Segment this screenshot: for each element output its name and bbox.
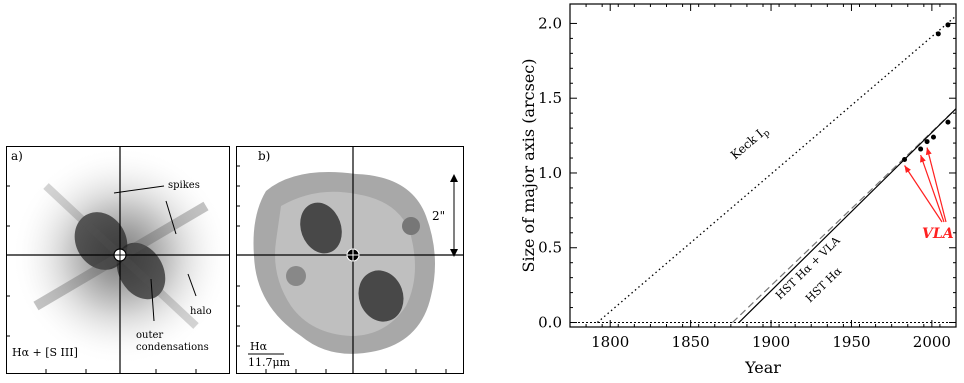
y-tick-label: 1.0 xyxy=(538,164,562,182)
panel-b-label: b) xyxy=(258,149,270,163)
y-tick-label: 1.5 xyxy=(538,89,562,107)
vla-arrowhead xyxy=(904,165,911,174)
annotation-condensations: condensations xyxy=(136,342,209,353)
size-vs-year-chart: 1800 1850 1900 1950 2000 0.0 0.5 1.0 1.5 2.0 Year S… xyxy=(510,0,964,379)
annotation-outer: outer xyxy=(136,330,163,341)
data-point xyxy=(902,157,908,163)
x-tick-label: 1900 xyxy=(752,333,790,351)
x-tick-label: 2000 xyxy=(913,333,951,351)
data-point xyxy=(935,31,941,37)
series-line-1 xyxy=(732,108,957,323)
data-point xyxy=(924,139,930,145)
x-tick-label: 1800 xyxy=(591,333,629,351)
y-tick-label: 2.0 xyxy=(538,14,562,32)
panel-b-image: 2" b) Hα 11.7μm xyxy=(236,146,464,374)
y-tick-label: 0.5 xyxy=(538,239,562,257)
vla-arrowhead xyxy=(925,147,932,156)
panel-b-caption-line1: Hα xyxy=(250,340,268,353)
panel-b-caption-line2: 11.7μm xyxy=(248,356,291,369)
panel-a-image: a) spikes halo outer condensations Hα + … xyxy=(6,146,231,374)
chart-svg: 1800 1850 1900 1950 2000 0.0 0.5 1.0 1.5 2.0 Year S… xyxy=(519,3,957,377)
keck-line-label-sub: p xyxy=(762,128,773,140)
y-tick-label: 0.0 xyxy=(538,314,562,332)
vla-arrow xyxy=(904,165,943,223)
annotation-spikes: spikes xyxy=(168,180,200,191)
panel-b: 2" b) Hα 11.7μm xyxy=(236,146,464,374)
x-tick-label: 1950 xyxy=(832,333,870,351)
series-line-2 xyxy=(738,108,957,323)
panel-a: a) spikes halo outer condensations Hα + … xyxy=(6,146,231,374)
x-axis-label: Year xyxy=(744,358,781,377)
panel-a-label: a) xyxy=(11,149,23,163)
vla-arrow xyxy=(926,147,947,223)
annotation-halo: halo xyxy=(190,306,212,317)
data-point xyxy=(945,119,951,125)
series-line-0 xyxy=(596,15,957,324)
data-point xyxy=(918,146,924,152)
data-point xyxy=(945,22,951,28)
vla-arrow xyxy=(920,154,945,223)
vla-annotation: VLA xyxy=(922,226,954,242)
y-axis-label: Size of major axis (arcsec) xyxy=(519,59,538,273)
x-tick-label: 1850 xyxy=(672,333,710,351)
data-point xyxy=(930,134,936,140)
panel-a-caption: Hα + [S III] xyxy=(12,346,78,359)
keck-line-label: Keck Ip xyxy=(728,123,773,165)
scale-label: 2" xyxy=(432,209,445,223)
vla-arrowhead xyxy=(920,155,926,163)
